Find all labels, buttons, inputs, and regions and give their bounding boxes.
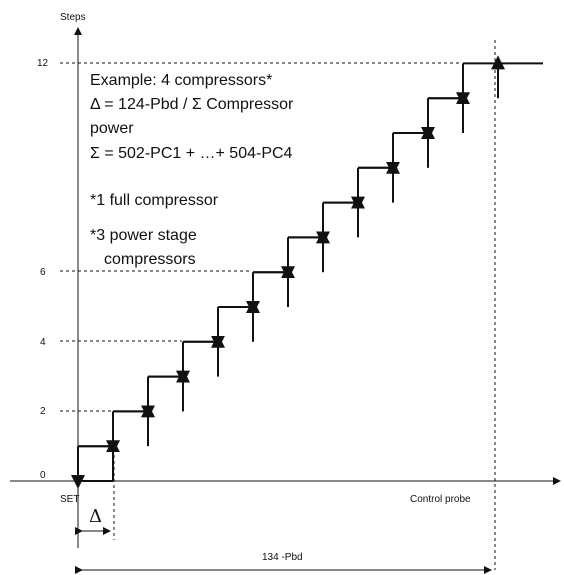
y-tick-0: 0	[40, 470, 46, 481]
annotation-line-6: *3 power stage	[90, 227, 197, 244]
y-tick-2: 2	[40, 406, 46, 417]
x-axis-label: Control probe	[410, 494, 471, 505]
annotation-line-5: *1 full compressor	[90, 192, 219, 209]
annotation-line-4: Σ = 502-PC1 + …+ 504-PC4	[90, 145, 293, 162]
y-tick-6: 6	[40, 267, 46, 278]
annotation-line-7: compressors	[104, 251, 196, 268]
y-axis-label: Steps	[60, 12, 86, 23]
set-label: SET	[60, 494, 79, 505]
band-label: 134 -Pbd	[262, 552, 303, 563]
step-curve	[71, 55, 543, 489]
annotation-line-1: Example: 4 compressors*	[90, 72, 272, 89]
y-tick-4: 4	[40, 337, 46, 348]
delta-label: Δ	[89, 506, 102, 527]
y-tick-12: 12	[37, 58, 49, 69]
annotation-line-3: power	[90, 120, 134, 137]
annotation-line-2: Δ = 124-Pbd / Σ Compressor	[90, 96, 294, 113]
